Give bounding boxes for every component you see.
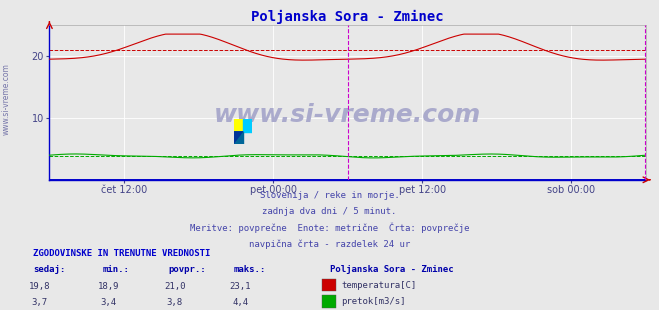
Bar	[243, 119, 252, 132]
Text: povpr.:: povpr.:	[168, 265, 206, 274]
Text: zadnja dva dni / 5 minut.: zadnja dva dni / 5 minut.	[262, 207, 397, 216]
Text: 19,8: 19,8	[29, 282, 50, 291]
Text: Slovenija / reke in morje.: Slovenija / reke in morje.	[260, 191, 399, 200]
Text: sedaj:: sedaj:	[33, 265, 65, 274]
Text: navpična črta - razdelek 24 ur: navpična črta - razdelek 24 ur	[249, 239, 410, 249]
Text: 3,7: 3,7	[32, 298, 47, 307]
Text: maks.:: maks.:	[234, 265, 266, 274]
Text: ZGODOVINSKE IN TRENUTNE VREDNOSTI: ZGODOVINSKE IN TRENUTNE VREDNOSTI	[33, 249, 210, 258]
Text: 18,9: 18,9	[98, 282, 119, 291]
Text: www.si-vreme.com: www.si-vreme.com	[2, 63, 11, 135]
Text: 21,0: 21,0	[164, 282, 185, 291]
Text: 3,4: 3,4	[101, 298, 117, 307]
Polygon shape	[234, 132, 243, 144]
Text: pretok[m3/s]: pretok[m3/s]	[341, 297, 406, 307]
Text: temperatura[C]: temperatura[C]	[341, 281, 416, 290]
Text: 4,4: 4,4	[233, 298, 248, 307]
Text: 3,8: 3,8	[167, 298, 183, 307]
Text: Poljanska Sora - Zminec: Poljanska Sora - Zminec	[330, 265, 453, 274]
Text: www.si-vreme.com: www.si-vreme.com	[214, 103, 481, 127]
Text: Meritve: povprečne  Enote: metrične  Črta: povprečje: Meritve: povprečne Enote: metrične Črta:…	[190, 223, 469, 233]
Title: Poljanska Sora - Zminec: Poljanska Sora - Zminec	[251, 10, 444, 24]
Text: min.:: min.:	[102, 265, 129, 274]
Bar	[234, 119, 243, 132]
Polygon shape	[234, 132, 243, 144]
Text: 23,1: 23,1	[230, 282, 251, 291]
